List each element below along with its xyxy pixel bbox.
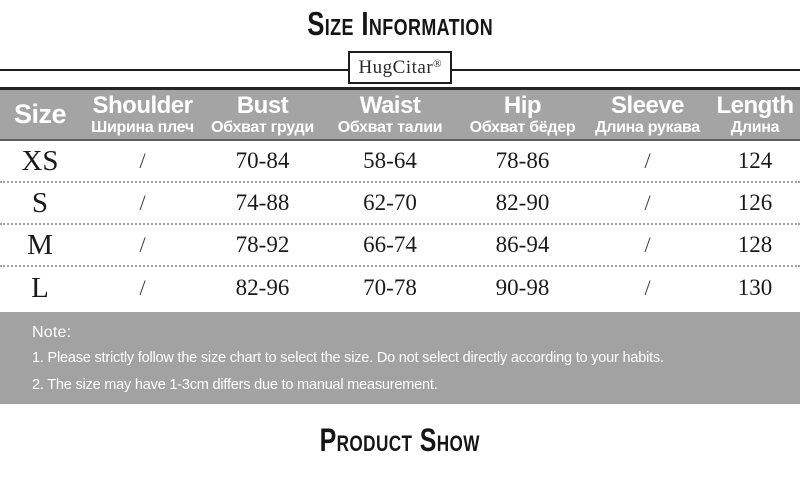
shoulder-cell: / xyxy=(139,190,146,215)
sleeve-cell: / xyxy=(644,275,651,300)
length-cell: 126 xyxy=(737,190,773,215)
hip-cell: 82-90 xyxy=(495,190,550,215)
note-line-1: 1. Please strictly follow the size chart… xyxy=(32,350,664,366)
hip-cell: 78-86 xyxy=(495,148,550,173)
hip-cell: 90-98 xyxy=(495,275,550,300)
column-header-label: Hip xyxy=(503,92,542,119)
waist-cell: 70-78 xyxy=(363,275,417,300)
size-cell: S xyxy=(31,186,49,219)
column-header-label: Bust xyxy=(236,92,289,119)
product-show-title: Product Show xyxy=(0,421,800,459)
bust-cell: 70-84 xyxy=(235,148,290,173)
size-table: Size Shoulder Ширина плеч Bust Обхват гр… xyxy=(0,87,800,309)
note-block: Note: 1. Please strictly follow the size… xyxy=(0,312,800,404)
table-row-l: L / 82-96 70-78 90-98 / 130 xyxy=(0,267,800,309)
bust-cell: 78-92 xyxy=(235,232,290,257)
shoulder-cell: / xyxy=(139,148,146,173)
shoulder-cell: / xyxy=(139,275,146,300)
table-row-s: S / 74-88 62-70 82-90 / 126 xyxy=(0,183,800,225)
note-label: Note: xyxy=(32,324,72,341)
waist-cell: 62-70 xyxy=(363,190,417,215)
shoulder-cell: / xyxy=(139,232,146,257)
page-title: Size Information xyxy=(0,4,800,44)
column-header-sublabel: Обхват талии xyxy=(337,119,443,136)
column-header-size: Size xyxy=(0,90,80,139)
product-show-title-text: Product Show xyxy=(319,422,481,458)
column-header-length: Length Длина xyxy=(710,90,800,139)
waist-cell: 58-64 xyxy=(363,148,417,173)
table-row-xs: XS / 70-84 58-64 78-86 / 124 xyxy=(0,141,800,183)
hip-cell: 86-94 xyxy=(495,232,550,257)
column-header-sublabel: Длина xyxy=(730,119,780,136)
sleeve-cell: / xyxy=(644,232,651,257)
column-header-hip: Hip Обхват бёдер xyxy=(460,90,585,139)
waist-cell: 66-74 xyxy=(363,232,417,257)
column-header-waist: Waist Обхват талии xyxy=(320,90,460,139)
bust-cell: 82-96 xyxy=(235,275,290,300)
size-cell: L xyxy=(31,271,49,304)
column-header-sleeve: Sleeve Длина рукава xyxy=(585,90,710,139)
registered-trademark-icon: ® xyxy=(433,57,442,70)
size-cell: M xyxy=(27,228,53,261)
page-title-text: Size Information xyxy=(307,5,493,42)
column-header-bust: Bust Обхват груди xyxy=(205,90,320,139)
column-header-shoulder: Shoulder Ширина плеч xyxy=(80,90,205,139)
column-header-sublabel: Ширина плеч xyxy=(91,119,194,136)
size-cell: XS xyxy=(21,144,59,177)
column-header-label: Waist xyxy=(359,92,421,119)
column-header-sublabel: Обхват груди xyxy=(211,119,314,136)
sleeve-cell: / xyxy=(644,148,651,173)
column-header-label: Sleeve xyxy=(610,92,685,119)
bust-cell: 74-88 xyxy=(235,190,290,215)
column-header-label: Length xyxy=(716,92,794,119)
column-header-sublabel: Длина рукава xyxy=(595,119,700,136)
length-cell: 130 xyxy=(737,275,773,300)
column-header-sublabel: Обхват бёдер xyxy=(469,119,576,136)
table-header-row: Size Shoulder Ширина плеч Bust Обхват гр… xyxy=(0,87,800,141)
table-row-m: M / 78-92 66-74 86-94 / 128 xyxy=(0,225,800,267)
brand-logo: HugCitar ® xyxy=(348,51,452,84)
brand-name: HugCitar xyxy=(358,56,434,78)
length-cell: 128 xyxy=(737,232,773,257)
length-cell: 124 xyxy=(737,148,773,173)
note-line-2: 2. The size may have 1-3cm differs due t… xyxy=(32,377,438,393)
column-header-label: Size xyxy=(13,99,67,129)
column-header-label: Shoulder xyxy=(92,92,193,119)
sleeve-cell: / xyxy=(644,190,651,215)
